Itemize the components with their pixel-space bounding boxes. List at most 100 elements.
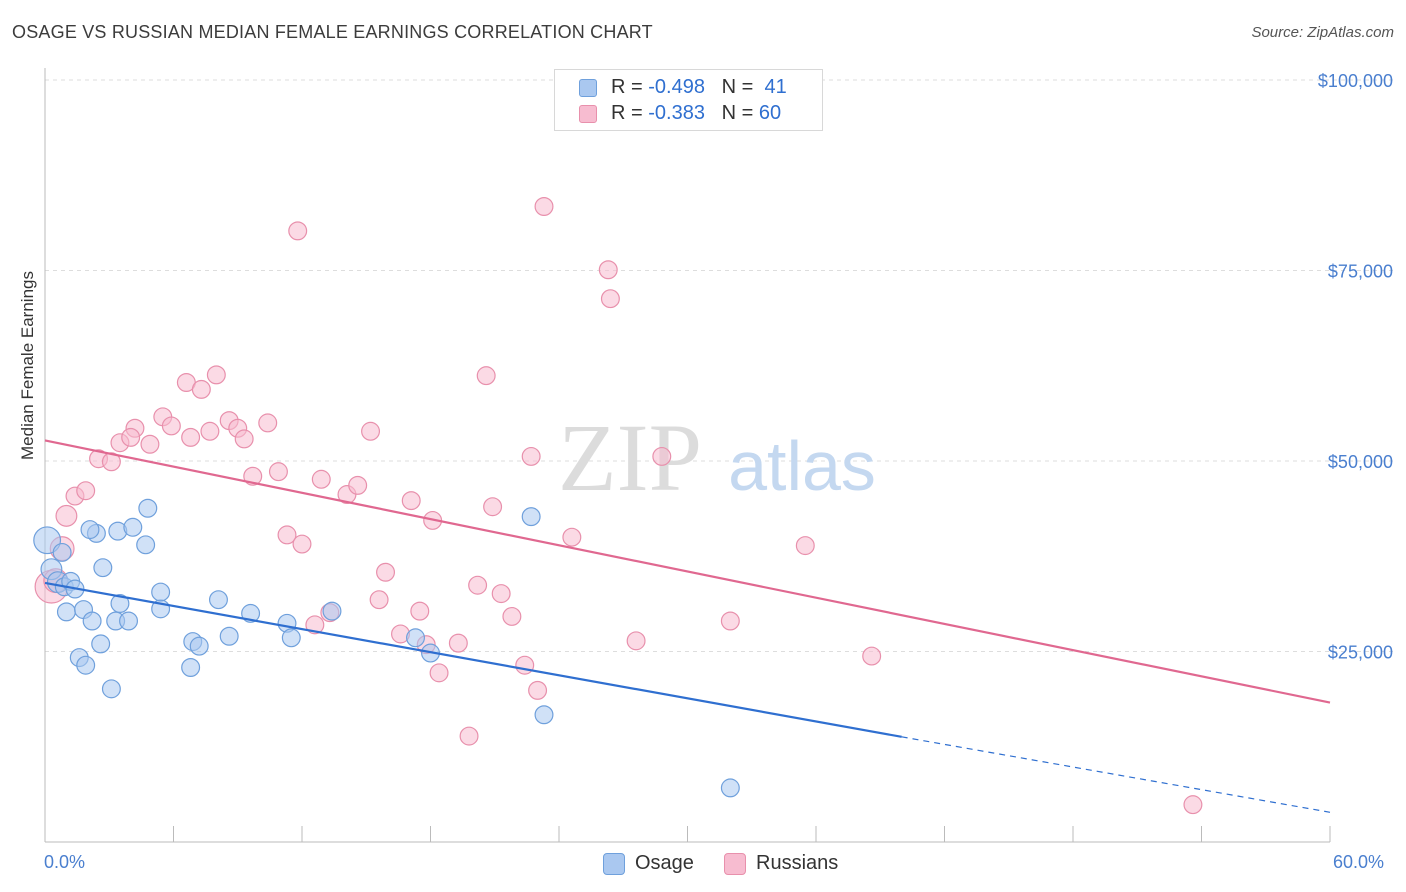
russians-point-50: [521, 446, 541, 466]
osage-point-29: [208, 590, 228, 610]
osage-point-23: [138, 498, 158, 518]
russians-point-45: [476, 366, 496, 386]
russians-point-24: [268, 462, 288, 482]
russians-point-61: [1183, 795, 1203, 815]
osage-point-33: [281, 628, 301, 648]
y-tick-label-2: $75,000: [1328, 262, 1393, 282]
russians-point-55: [600, 289, 620, 309]
osage-point-3: [52, 542, 72, 562]
osage-point-28: [189, 636, 209, 656]
osage-point-7: [56, 602, 76, 622]
russians-point-32: [348, 475, 368, 495]
russians-point-57: [652, 446, 672, 466]
osage-point-11: [76, 655, 96, 675]
grid-lines: [45, 79, 1395, 652]
osage-n-label: N =: [721, 76, 754, 98]
y-tick-label-0: $25,000: [1328, 643, 1393, 663]
osage-legend-swatch: [603, 853, 625, 875]
osage-point-14: [80, 520, 100, 540]
osage-point-25: [151, 582, 171, 602]
osage-point-38: [534, 705, 554, 725]
russians-point-5: [76, 481, 96, 501]
osage-point-35: [406, 628, 425, 648]
russians-point-46: [483, 497, 503, 517]
y-tick-label-1: $50,000: [1328, 452, 1393, 472]
osage-point-22: [136, 535, 156, 555]
osage-point-20: [119, 611, 139, 631]
russians-point-13: [161, 416, 181, 436]
russians-point-54: [598, 260, 618, 280]
osage-r-label: R =: [611, 76, 643, 98]
russians-point-21: [234, 429, 254, 449]
russians-point-49: [515, 655, 535, 675]
russians-point-44: [468, 575, 488, 595]
russians-point-17: [200, 421, 220, 441]
russians-point-29: [311, 469, 331, 489]
russians-point-28: [305, 615, 325, 635]
russians-point-23: [258, 413, 278, 433]
russians-point-58: [720, 611, 740, 631]
osage-trend-extension: [901, 736, 1331, 813]
correlation-legend: R = -0.498 N = 41 R = -0.383 N = 60: [554, 69, 823, 131]
x-tick-label-min: 0.0%: [44, 852, 86, 872]
osage-point-21: [123, 517, 143, 537]
russians-point-37: [401, 491, 421, 511]
russians-point-27: [292, 534, 312, 554]
russians-point-35: [376, 562, 396, 582]
russians-point-48: [502, 606, 522, 626]
x-tick-label-max: 60.0%: [1333, 852, 1385, 872]
russians-point-56: [626, 631, 646, 651]
russians-n-label: N =: [721, 102, 754, 124]
russians-trend-line: [44, 439, 1331, 704]
osage-r-value: -0.498: [648, 76, 705, 98]
osage-point-34: [322, 601, 342, 621]
russians-point-26: [288, 221, 308, 241]
watermark-atlas: atlas: [728, 427, 876, 505]
axes: [44, 68, 1331, 843]
osage-trend-line: [44, 581, 902, 738]
osage-point-9: [82, 611, 102, 631]
russians-r-value: -0.383: [648, 102, 705, 124]
russians-swatch: [579, 105, 597, 123]
russians-point-38: [410, 601, 430, 621]
russians-point-16: [191, 379, 211, 399]
trend-lines: [44, 439, 1331, 813]
russians-point-43: [459, 726, 479, 746]
chart-title: OSAGE VS RUSSIAN MEDIAN FEMALE EARNINGS …: [12, 22, 653, 42]
y-tick-label-3: $100,000: [1318, 71, 1393, 91]
osage-swatch: [579, 79, 597, 97]
russians-point-33: [361, 421, 381, 441]
russians-point-47: [491, 584, 511, 604]
osage-point-0: [33, 526, 62, 555]
russians-point-11: [140, 434, 160, 454]
russians-point-34: [369, 590, 389, 610]
russians-point-59: [795, 536, 815, 556]
osage-point-30: [219, 626, 239, 646]
osage-point-37: [521, 507, 541, 527]
russians-point-10: [121, 427, 141, 447]
russians-point-60: [862, 646, 882, 666]
russians-legend-label: Russians: [756, 852, 839, 874]
osage-point-39: [720, 778, 740, 798]
russians-point-42: [448, 633, 468, 653]
watermark-zip: ZIP: [558, 404, 702, 511]
russians-point-18: [206, 365, 226, 385]
source-label: Source: ZipAtlas.com: [1251, 24, 1394, 41]
osage-point-31: [241, 603, 261, 623]
russians-point-22: [243, 466, 263, 486]
russians-point-3: [55, 504, 78, 527]
osage-n-value: 41: [764, 76, 787, 98]
russians-legend-swatch: [724, 853, 746, 875]
y-tick-labels: $25,000 $50,000 $75,000 $100,000: [1318, 71, 1393, 663]
osage-point-16: [101, 679, 121, 699]
russians-n-value: 60: [758, 102, 782, 124]
osage-point-12: [91, 634, 111, 654]
russians-point-15: [181, 427, 201, 447]
russians-point-52: [534, 197, 554, 216]
russians-point-41: [429, 663, 449, 683]
osage-legend-label: Osage: [635, 852, 694, 874]
russians-point-53: [562, 527, 582, 547]
russians-point-25: [277, 525, 297, 545]
osage-point-15: [93, 558, 113, 578]
